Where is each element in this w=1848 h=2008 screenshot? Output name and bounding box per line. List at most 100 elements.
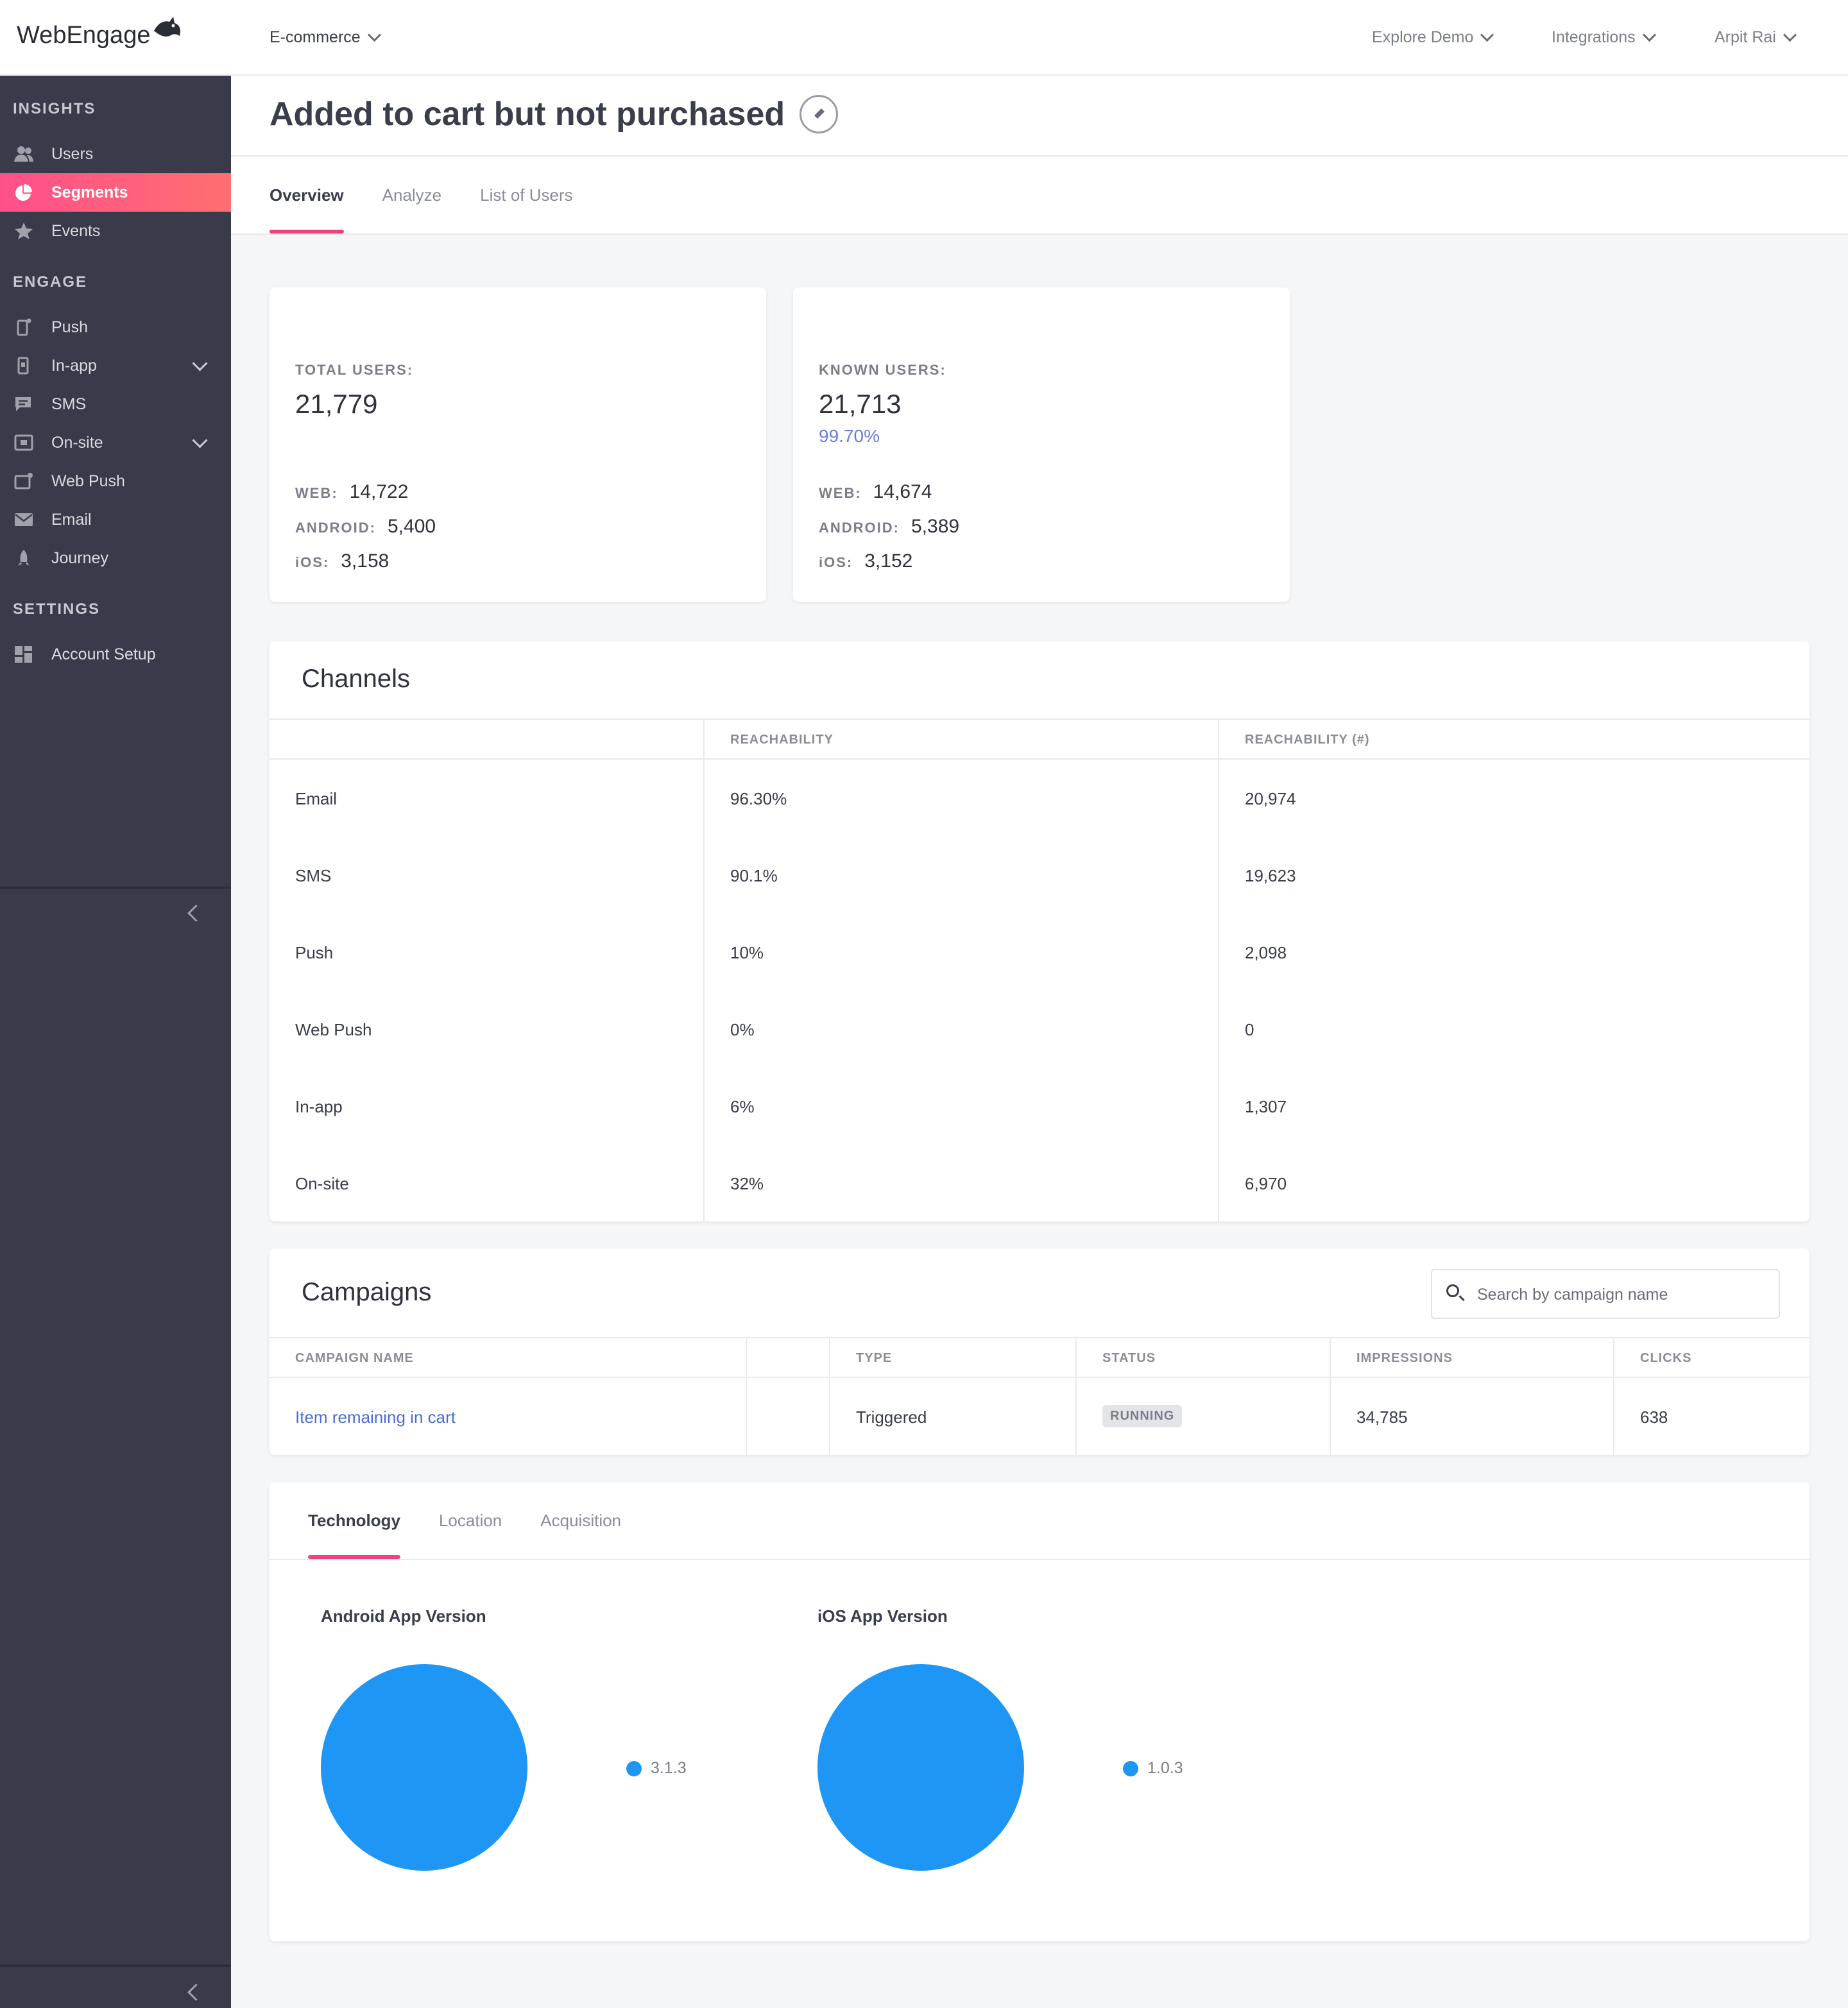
ios-key: iOS: (819, 554, 853, 570)
status-header[interactable]: STATUS (1102, 1351, 1156, 1365)
tab-acquisition[interactable]: Acquisition (540, 1510, 622, 1530)
pie-chart-icon (15, 184, 32, 201)
campaign-search-input[interactable] (1476, 1278, 1774, 1311)
collapse-sidebar-icon[interactable] (187, 905, 205, 922)
android-pie-chart[interactable] (321, 1664, 527, 1871)
android-key: ANDROID: (295, 520, 376, 536)
campaigns-title: Campaigns (302, 1278, 432, 1306)
sidebar: INSIGHTS Users Segments Events ENGAGE Pu… (0, 76, 231, 2008)
known-web-row: WEB: 14,674 (819, 481, 932, 503)
channels-card: Channels REACHABILITY REACHABILITY (#) E… (270, 642, 1810, 1221)
channel-reach: 6% (730, 1097, 755, 1116)
sidebar-item-label: Events (51, 221, 101, 240)
divider (270, 758, 1810, 760)
sidebar-item-email[interactable]: Email (0, 500, 231, 539)
campaigns-card: Campaigns CAMPAIGN NAME TYPE STATUS IMPR… (270, 1248, 1810, 1455)
explore-demo-menu[interactable]: Explore Demo (1372, 0, 1494, 74)
column-divider (746, 1337, 747, 1455)
sidebar-item-label: Web Push (51, 472, 125, 490)
channel-count: 1,307 (1245, 1097, 1287, 1116)
sidebar-item-push[interactable]: Push (0, 308, 231, 346)
dashboard-icon (15, 646, 32, 663)
impressions-header[interactable]: IMPRESSIONS (1356, 1351, 1453, 1365)
sidebar-item-journey[interactable]: Journey (0, 539, 231, 577)
ios-legend-item[interactable]: 1.0.3 (1123, 1759, 1183, 1778)
edit-button[interactable] (800, 95, 838, 133)
type-header[interactable]: TYPE (856, 1351, 893, 1365)
users-icon (14, 146, 33, 162)
sidebar-item-onsite[interactable]: On-site (0, 423, 231, 462)
sms-icon (15, 397, 31, 411)
total-users-label: TOTAL USERS: (295, 362, 414, 378)
user-name: Arpit Rai (1715, 28, 1776, 46)
channel-reach: 90.1% (730, 866, 778, 885)
campaign-name-header[interactable]: CAMPAIGN NAME (295, 1351, 414, 1365)
known-android-row: ANDROID: 5,389 (819, 516, 959, 538)
integrations-menu[interactable]: Integrations (1552, 0, 1656, 74)
campaign-link[interactable]: Item remaining in cart (295, 1408, 456, 1427)
header-divider (231, 155, 1848, 157)
logo-text: WebEngage (17, 21, 151, 49)
sidebar-item-webpush[interactable]: Web Push (0, 462, 231, 500)
web-value: 14,674 (873, 481, 932, 502)
web-push-icon (14, 473, 33, 489)
legend-dot (626, 1760, 642, 1776)
android-legend-item[interactable]: 3.1.3 (626, 1759, 687, 1778)
clicks-header[interactable]: CLICKS (1640, 1351, 1692, 1365)
user-menu[interactable]: Arpit Rai (1715, 0, 1797, 74)
sidebar-item-label: Users (51, 144, 94, 163)
explore-demo-label: Explore Demo (1372, 28, 1474, 46)
divider (270, 1377, 1810, 1378)
rocket-icon (18, 550, 30, 566)
chevron-down-icon (1480, 28, 1494, 42)
column-divider (1330, 1337, 1331, 1455)
ios-pie-chart[interactable] (817, 1664, 1024, 1871)
breakdown-card: Technology Location Acquisition Android … (270, 1482, 1810, 1941)
android-value: 5,389 (911, 516, 960, 537)
campaign-impressions: 34,785 (1356, 1408, 1408, 1427)
project-selector[interactable]: E-commerce (270, 0, 381, 74)
logo-bird-icon (154, 17, 180, 37)
column-divider (1218, 719, 1219, 1221)
sidebar-item-label: In-app (51, 356, 97, 375)
mobile-inapp-icon (17, 357, 29, 375)
chevron-down-icon (367, 28, 381, 42)
chevron-down-icon[interactable] (192, 432, 208, 448)
collapse-sidebar-icon[interactable] (187, 1984, 205, 2001)
chevron-down-icon (1783, 28, 1797, 42)
tab-location[interactable]: Location (438, 1510, 502, 1530)
tab-technology[interactable]: Technology (308, 1482, 400, 1559)
sidebar-item-segments[interactable]: Segments (0, 173, 231, 212)
web-key: WEB: (295, 485, 338, 501)
tab-overview[interactable]: Overview (270, 157, 344, 234)
android-chart-title: Android App Version (321, 1606, 486, 1626)
sidebar-item-sms[interactable]: SMS (0, 385, 231, 423)
column-divider (703, 719, 705, 1221)
channel-count: 0 (1245, 1020, 1254, 1039)
search-icon (1446, 1284, 1459, 1297)
sidebar-item-label: Account Setup (51, 645, 156, 663)
channel-name: On-site (295, 1174, 349, 1193)
chevron-down-icon (1642, 28, 1656, 42)
android-key: ANDROID: (819, 520, 900, 536)
reachability-count-header: REACHABILITY (#) (1245, 733, 1370, 747)
divider (270, 1559, 1810, 1560)
integrations-label: Integrations (1552, 28, 1636, 46)
webengage-logo[interactable]: WebEngage (17, 13, 180, 58)
channel-count: 2,098 (1245, 943, 1287, 962)
tab-analyze[interactable]: Analyze (382, 185, 442, 205)
channel-name: In-app (295, 1097, 343, 1116)
campaign-search[interactable] (1431, 1269, 1780, 1319)
sidebar-divider (0, 1964, 231, 1967)
campaign-type: Triggered (856, 1408, 927, 1427)
total-users-card: TOTAL USERS: 21,779 WEB: 14,722 ANDROID: 5… (270, 287, 766, 602)
chevron-down-icon[interactable] (192, 355, 208, 371)
sidebar-item-users[interactable]: Users (0, 135, 231, 173)
sidebar-item-inapp[interactable]: In-app (0, 346, 231, 385)
star-icon (15, 223, 33, 239)
sidebar-item-account-setup[interactable]: Account Setup (0, 635, 231, 674)
tab-list-of-users[interactable]: List of Users (480, 185, 573, 205)
channel-reach: 0% (730, 1020, 755, 1039)
sidebar-item-events[interactable]: Events (0, 212, 231, 250)
page-header: Added to cart but not purchased Overview… (231, 76, 1848, 235)
